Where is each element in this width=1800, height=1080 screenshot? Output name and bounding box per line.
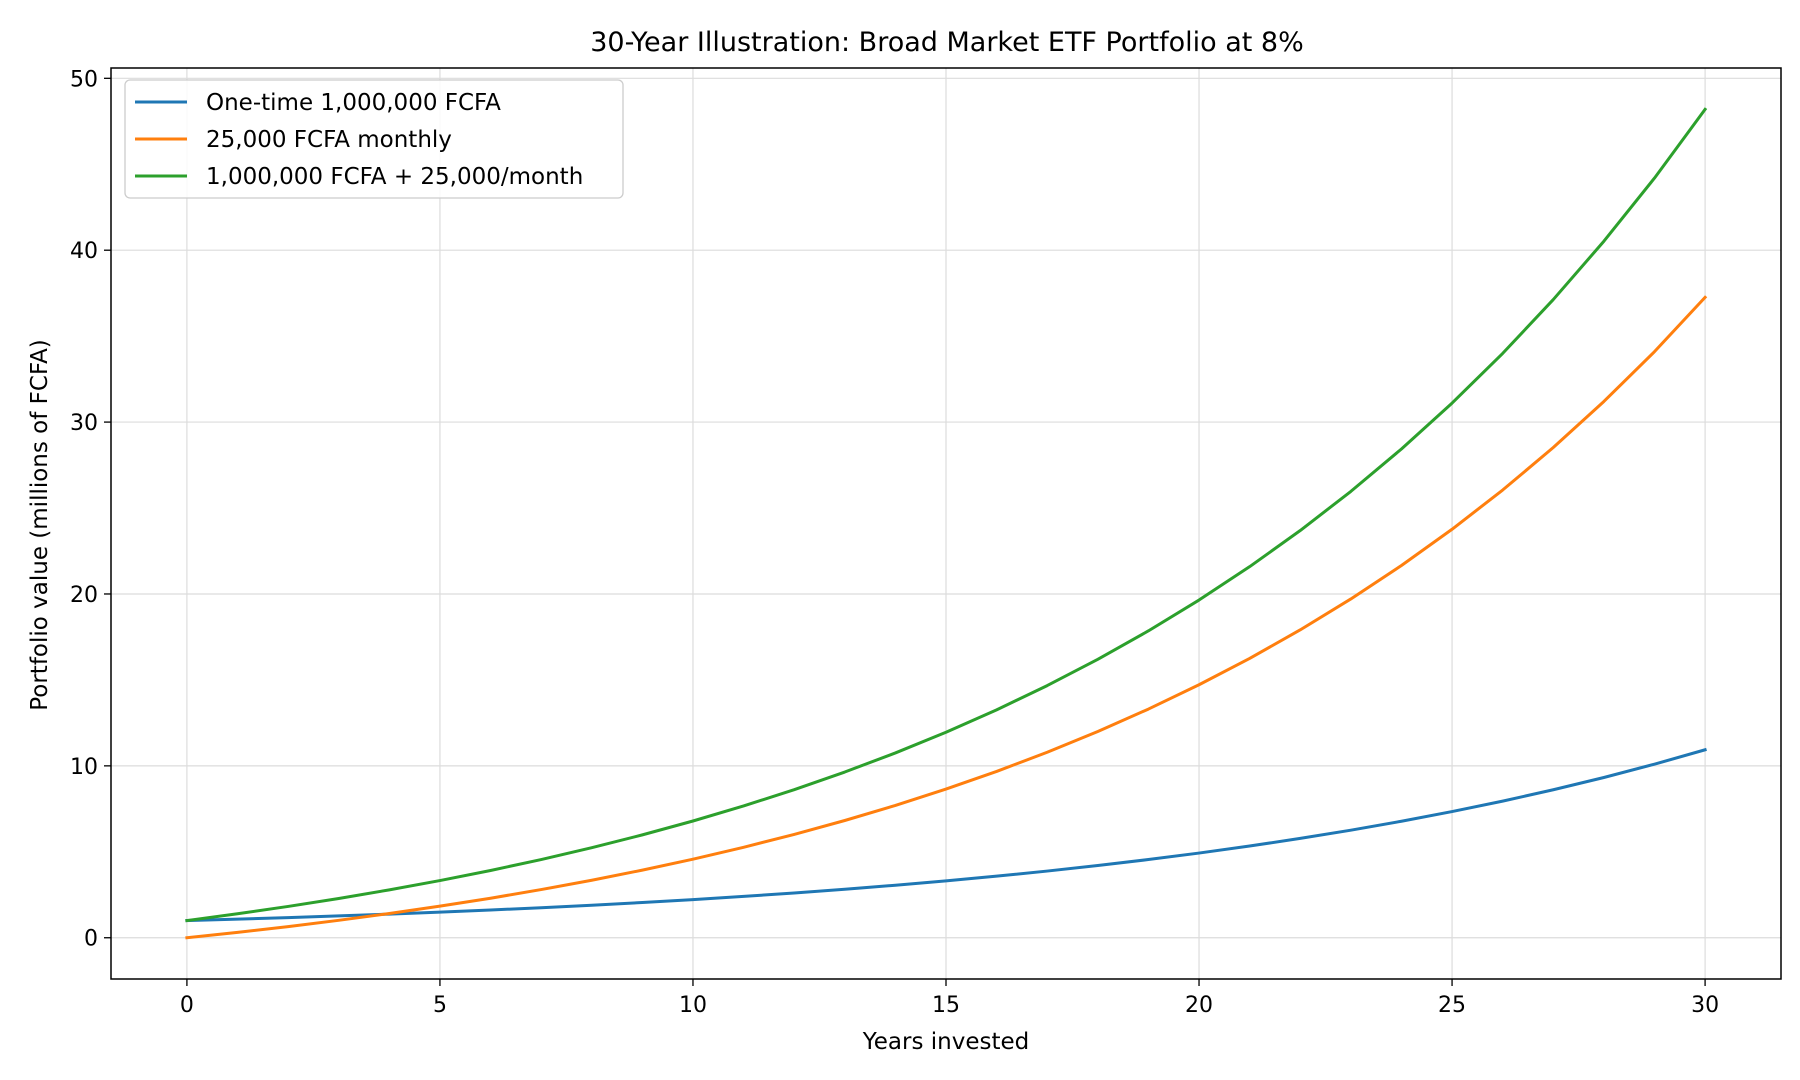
series-line-0 — [185, 747, 1707, 923]
y-tick-label: 10 — [70, 755, 98, 780]
x-tick-label: 5 — [433, 993, 447, 1018]
series-line-1 — [185, 295, 1708, 940]
legend-label-0: One-time 1,000,000 FCFA — [206, 90, 501, 116]
legend: One-time 1,000,000 FCFA 25,000 FCFA month… — [124, 79, 624, 199]
x-tick-label: 20 — [1185, 993, 1213, 1018]
series-line-2 — [185, 107, 1708, 923]
x-tick-label: 10 — [679, 993, 707, 1018]
y-tick-label: 30 — [70, 411, 98, 436]
y-tick-label: 50 — [70, 67, 98, 92]
x-tick-label: 15 — [932, 993, 960, 1018]
x-tick-label: 0 — [180, 993, 194, 1018]
x-tick-label: 30 — [1691, 993, 1719, 1018]
axis-ticks: 0 5 10 15 20 25 30 0 10 20 30 40 50 — [70, 67, 1719, 1018]
grid-lines — [111, 68, 1781, 979]
legend-label-2: 1,000,000 FCFA + 25,000/month — [206, 164, 583, 190]
series-lines — [185, 107, 1708, 940]
y-tick-label: 20 — [70, 583, 98, 608]
x-axis-label: Years invested — [862, 1029, 1029, 1055]
y-tick-label: 0 — [84, 927, 98, 952]
legend-label-1: 25,000 FCFA monthly — [206, 127, 452, 153]
y-tick-label: 40 — [70, 239, 98, 264]
chart-title: 30-Year Illustration: Broad Market ETF P… — [590, 27, 1304, 58]
x-tick-label: 25 — [1438, 993, 1466, 1018]
legend-box — [124, 79, 624, 199]
y-axis-label: Portfolio value (millions of FCFA) — [27, 339, 53, 711]
